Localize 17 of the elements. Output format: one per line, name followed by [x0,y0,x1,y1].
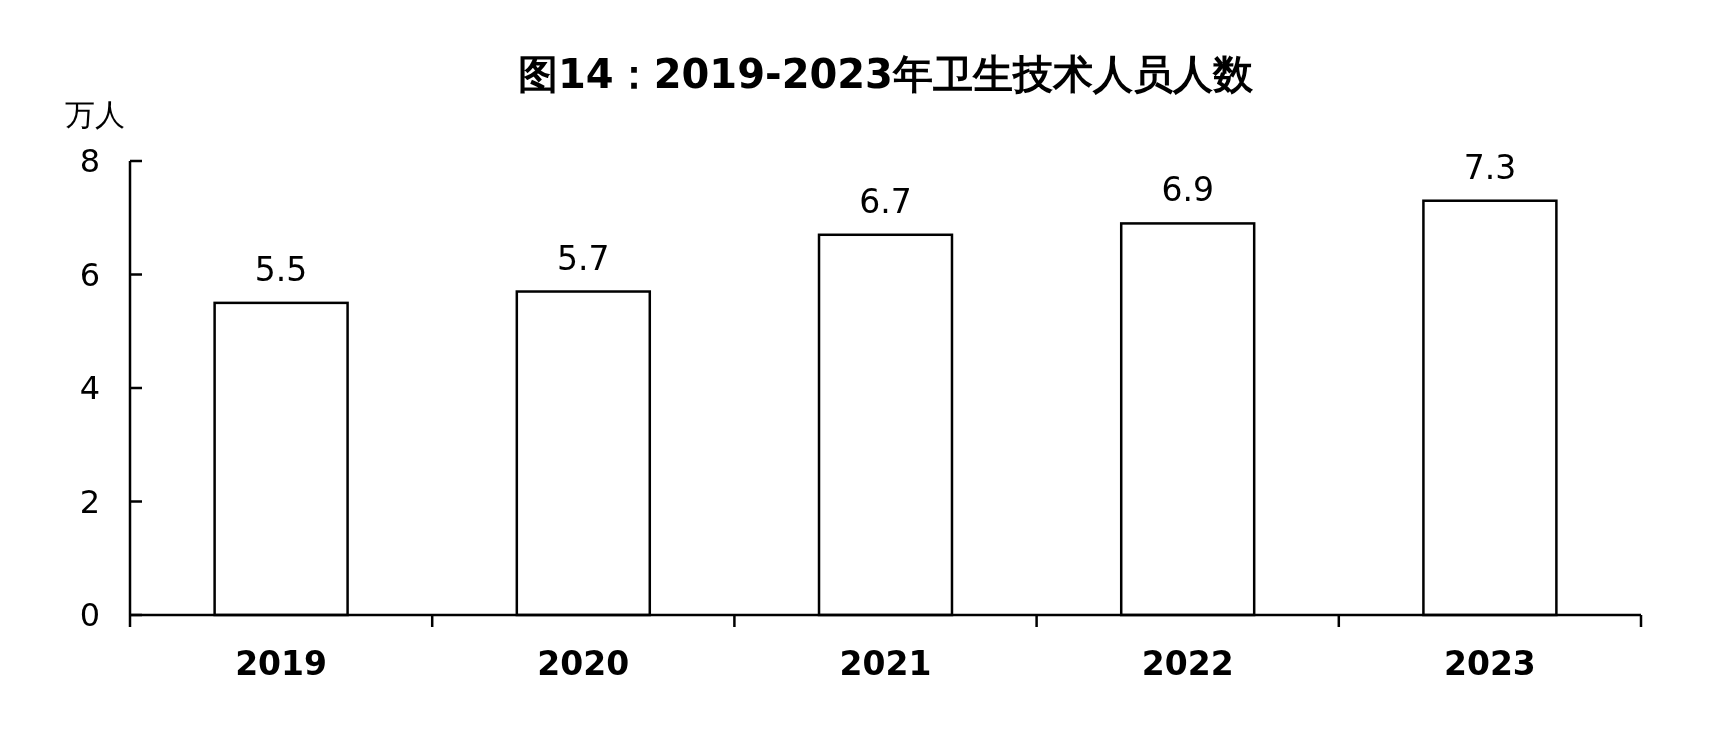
x-tick-label: 2019 [235,644,328,683]
chart-title: 图14：2019-2023年卫生技术人员人数 [518,51,1254,97]
data-label: 6.9 [1161,170,1214,210]
y-tick-label: 0 [79,596,100,635]
x-tick-label: 2020 [537,644,630,683]
data-label: 5.5 [254,249,308,289]
y-tick-label: 6 [79,255,100,294]
x-tick-label: 2023 [1443,644,1536,683]
y-axis-title: 万人 [65,97,125,132]
x-tick-label: 2021 [839,644,932,683]
data-label: 7.3 [1463,147,1517,187]
y-tick-label: 4 [79,369,100,408]
y-tick-label: 8 [79,142,100,181]
data-label: 6.7 [859,181,912,221]
data-label: 5.7 [557,238,610,278]
x-tick-label: 2022 [1141,644,1234,683]
y-tick-label: 2 [79,482,100,521]
